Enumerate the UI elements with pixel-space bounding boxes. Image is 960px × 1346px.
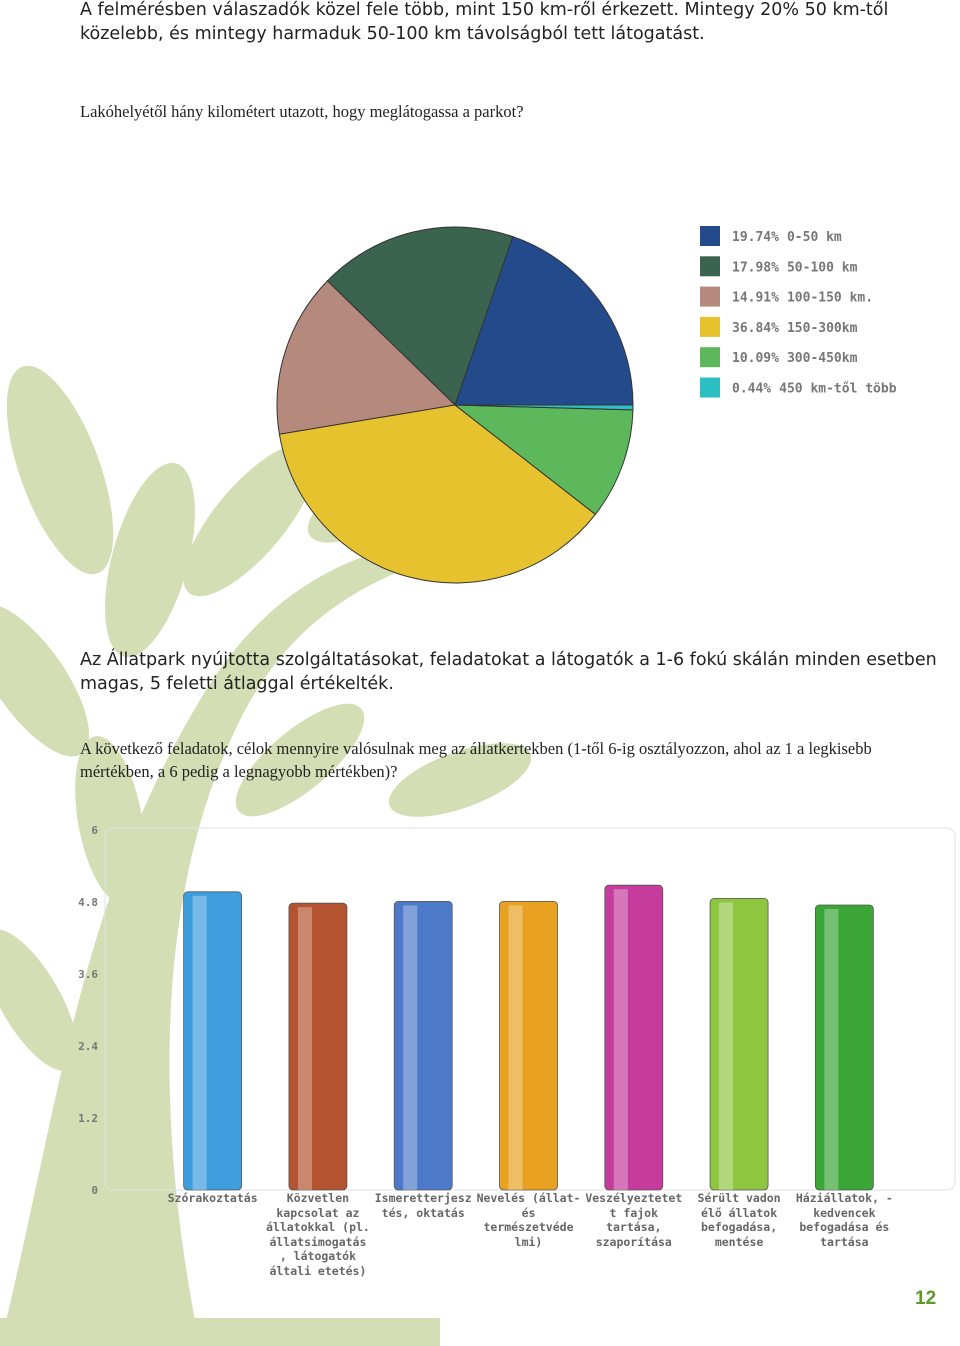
- legend-label: 36.84% 150-300km: [732, 321, 858, 336]
- x-tick-label: Nevelés (állat- és természetvéde lmi): [476, 1191, 581, 1249]
- legend-name: 100-150 km.: [787, 291, 873, 306]
- legend-name: 450 km-től több: [779, 382, 897, 397]
- legend-label: 0.44% 450 km-től több: [732, 382, 897, 397]
- bar: [393, 901, 453, 1191]
- legend-swatch: [700, 316, 720, 337]
- legend-swatch: [700, 377, 720, 398]
- legend-name: 50-100 km: [787, 260, 858, 275]
- x-tick-label: Sérült vadon élő állatok befogadása, men…: [697, 1191, 781, 1249]
- legend-value: 36.84%: [732, 321, 779, 336]
- legend-name: 0-50 km: [787, 230, 842, 245]
- x-tick-label: Veszélyeztetet t fajok tartása, szaporít…: [585, 1191, 683, 1249]
- pie-slice: [278, 404, 597, 584]
- legend-label: 17.98% 50-100 km: [732, 260, 858, 275]
- bar-highlight: [613, 889, 628, 1190]
- x-tick-label: Szórakoztatás: [167, 1191, 258, 1205]
- page-number: 12: [915, 1288, 937, 1309]
- bar-highlight: [719, 902, 734, 1190]
- legend-value: 14.91%: [732, 291, 779, 306]
- bar: [288, 902, 348, 1191]
- question: A következő feladatok, célok mennyire va…: [80, 739, 872, 781]
- legend-label: 10.09% 300-450km: [732, 351, 858, 366]
- pie-slice: [276, 280, 457, 435]
- bar: [709, 898, 769, 1191]
- legend-label: 19.74% 0-50 km: [732, 230, 842, 245]
- y-tick-label: 6: [91, 824, 98, 837]
- legend-value: 10.09%: [732, 351, 779, 366]
- y-tick-label: 4.8: [78, 896, 98, 909]
- y-tick-label: 1.2: [78, 1112, 98, 1125]
- legend-name: 300-450km: [787, 351, 858, 366]
- pie-slice: [326, 226, 514, 406]
- bar-highlight: [824, 909, 839, 1190]
- legend-swatch: [700, 286, 720, 307]
- legend-swatch: [700, 256, 720, 277]
- question: Lakóhelyétől hány kilométert utazott, ho…: [80, 102, 524, 121]
- legend-swatch: [700, 226, 720, 246]
- bar: [499, 901, 558, 1191]
- bar-highlight: [192, 895, 207, 1190]
- bar: [604, 884, 664, 1191]
- legend-value: 17.98%: [732, 260, 779, 275]
- bar-highlight: [403, 905, 418, 1190]
- legend-label: 14.91% 100-150 km.: [732, 291, 873, 306]
- paragraph: Az Állatpark nyújtotta szolgáltatásokat,…: [80, 650, 937, 694]
- y-tick-label: 2.4: [78, 1040, 98, 1053]
- bar: [183, 891, 243, 1191]
- bar: [814, 904, 874, 1191]
- y-tick-label: 0: [91, 1184, 98, 1197]
- x-tick-label: Háziállatok, - kedvencek befogadása és t…: [795, 1191, 893, 1249]
- legend-value: 19.74%: [732, 230, 779, 245]
- bar-highlight: [508, 905, 523, 1190]
- legend-value: 0.44%: [732, 382, 771, 397]
- y-tick-label: 3.6: [78, 968, 98, 981]
- pie-slice: [453, 404, 634, 516]
- bar-highlight: [297, 907, 312, 1190]
- pie-slice: [454, 235, 634, 406]
- legend-name: 150-300km: [787, 321, 858, 336]
- x-tick-label: Közvetlen kapcsolat az állatokkal (pl. á…: [265, 1191, 370, 1278]
- paragraph: A felmérésben válaszadók közel fele több…: [80, 0, 889, 44]
- legend-swatch: [700, 347, 720, 368]
- x-tick-label: Ismeretterjesz tés, oktatás: [374, 1191, 472, 1220]
- pie-slice: [454, 404, 634, 411]
